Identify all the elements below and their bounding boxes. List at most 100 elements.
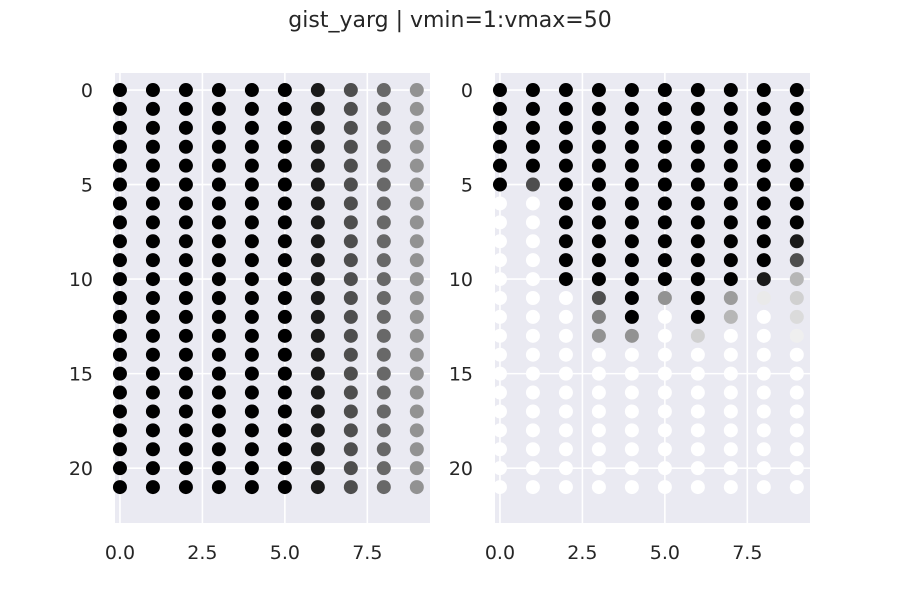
scatter-point [178, 101, 193, 116]
scatter-point [525, 461, 540, 476]
scatter-point [211, 215, 226, 230]
scatter-point [277, 83, 292, 98]
scatter-point [178, 120, 193, 135]
scatter-point [657, 253, 672, 268]
scatter-point [343, 101, 358, 116]
scatter-point [690, 291, 705, 305]
scatter-point [657, 442, 672, 457]
scatter-point [690, 423, 705, 438]
scatter-point [343, 215, 358, 230]
scatter-point [409, 272, 424, 287]
scatter-point [145, 158, 160, 173]
scatter-point [211, 158, 226, 173]
scatter-point [624, 442, 639, 457]
scatter-point [310, 404, 325, 419]
scatter-point [789, 272, 804, 287]
scatter-point [657, 291, 672, 305]
scatter-point [112, 234, 127, 249]
scatter-point [624, 404, 639, 419]
scatter-point [409, 385, 424, 400]
scatter-point [409, 177, 424, 192]
scatter-point [558, 177, 573, 192]
scatter-point [657, 196, 672, 211]
scatter-point [112, 120, 127, 135]
scatter-point [525, 366, 540, 381]
scatter-point [376, 423, 391, 438]
scatter-point [558, 328, 573, 343]
scatter-point [244, 291, 259, 305]
scatter-point [690, 83, 705, 98]
scatter-point [409, 461, 424, 476]
y-tick-label: 20 [449, 458, 473, 480]
scatter-point [145, 366, 160, 381]
scatter-point [376, 234, 391, 249]
scatter-point [558, 309, 573, 324]
scatter-point [343, 309, 358, 324]
scatter-point [178, 158, 193, 173]
scatter-point [112, 309, 127, 324]
scatter-point [244, 196, 259, 211]
scatter-point [558, 139, 573, 154]
scatter-point [409, 215, 424, 230]
scatter-point [657, 423, 672, 438]
scatter-point [624, 120, 639, 135]
scatter-point [756, 177, 771, 192]
scatter-point [211, 139, 226, 154]
scatter-point [558, 442, 573, 457]
scatter-point [492, 385, 507, 400]
scatter-point [112, 328, 127, 343]
scatter-point [492, 158, 507, 173]
scatter-point [624, 347, 639, 362]
scatter-point [525, 404, 540, 419]
scatter-point [277, 215, 292, 230]
scatter-point [277, 139, 292, 154]
scatter-point [178, 139, 193, 154]
scatter-point [112, 442, 127, 457]
scatter-point [409, 158, 424, 173]
scatter-point [310, 177, 325, 192]
scatter-point [657, 328, 672, 343]
scatter-point [723, 158, 738, 173]
scatter-point [525, 83, 540, 98]
scatter-point [211, 234, 226, 249]
scatter-point [145, 291, 160, 305]
scatter-point [492, 83, 507, 98]
scatter-point [789, 234, 804, 249]
scatter-point [310, 291, 325, 305]
scatter-point [591, 291, 606, 305]
scatter-point [277, 234, 292, 249]
scatter-point [723, 101, 738, 116]
scatter-point [310, 328, 325, 343]
scatter-point [310, 215, 325, 230]
scatter-point [145, 404, 160, 419]
scatter-point [558, 480, 573, 495]
scatter-point [624, 385, 639, 400]
scatter-point [756, 253, 771, 268]
scatter-point [145, 83, 160, 98]
x-tick-label: 2.5 [567, 542, 597, 564]
scatter-point [211, 347, 226, 362]
scatter-point [789, 196, 804, 211]
scatter-point [145, 480, 160, 495]
scatter-point [112, 272, 127, 287]
scatter-point [277, 385, 292, 400]
scatter-point [343, 272, 358, 287]
scatter-point [244, 461, 259, 476]
scatter-point [723, 177, 738, 192]
scatter-point [525, 158, 540, 173]
scatter-point [409, 480, 424, 495]
scatter-point [723, 423, 738, 438]
scatter-point [409, 347, 424, 362]
scatter-point [211, 442, 226, 457]
scatter-point [409, 83, 424, 98]
scatter-point [690, 158, 705, 173]
scatter-point [789, 253, 804, 268]
scatter-point [492, 272, 507, 287]
scatter-point [145, 347, 160, 362]
scatter-point [244, 442, 259, 457]
scatter-point [244, 215, 259, 230]
chart-panel-2: 0.0 2.5 5.0 7.5 0 5 10 15 20 [449, 73, 810, 564]
scatter-point [591, 272, 606, 287]
scatter-point [690, 120, 705, 135]
scatter-point [409, 309, 424, 324]
